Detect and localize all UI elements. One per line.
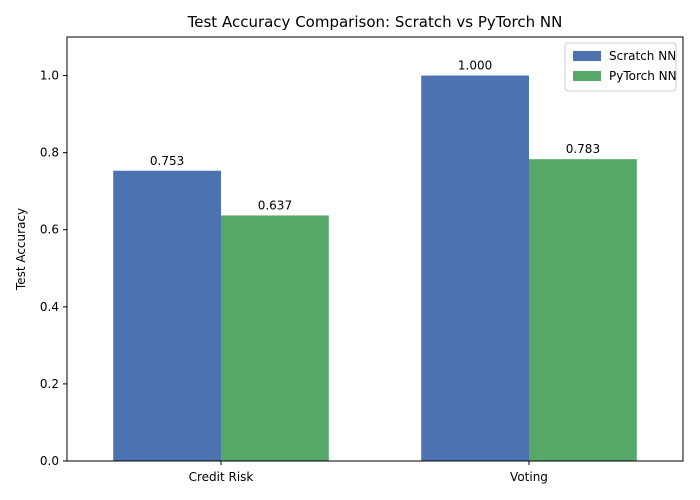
y-tick-label: 0.2	[40, 377, 59, 391]
data-label: 0.783	[566, 142, 600, 156]
legend: Scratch NN PyTorch NN	[564, 42, 677, 92]
bar-scratch-nn-voting	[421, 75, 529, 461]
legend-swatch	[573, 71, 601, 81]
legend-label: Scratch NN	[609, 49, 676, 63]
x-tick-label: Voting	[510, 470, 548, 484]
chart-title: Test Accuracy Comparison: Scratch vs PyT…	[187, 13, 563, 31]
plot-area: 0.753 1.000 0.637 0.783 0.0 0.2 0.4 0.6 0.8 1.0 Cr…	[40, 36, 684, 484]
y-tick-label: 1.0	[40, 69, 59, 83]
legend-swatch	[573, 51, 601, 61]
data-label: 1.000	[458, 59, 492, 73]
bar-scratch-nn-credit-risk	[113, 170, 221, 461]
x-tick-label: Credit Risk	[189, 470, 254, 484]
y-tick-label: 0.8	[40, 146, 59, 160]
y-tick-label: 0.0	[40, 454, 59, 468]
axes-frame	[66, 36, 684, 462]
bar-pytorch-nn-credit-risk	[221, 215, 329, 461]
bar-pytorch-nn-voting	[529, 159, 637, 461]
y-axis-label: Test Accuracy	[14, 208, 28, 291]
legend-label: PyTorch NN	[609, 69, 677, 83]
data-label: 0.753	[150, 154, 184, 168]
y-tick-label: 0.4	[40, 300, 59, 314]
y-tick-label: 0.6	[40, 223, 59, 237]
data-label: 0.637	[258, 198, 292, 212]
